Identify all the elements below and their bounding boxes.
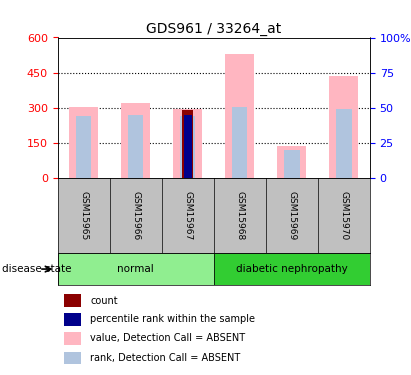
Bar (284, 150, 300, 178)
Text: GSM15967: GSM15967 (183, 191, 192, 240)
Text: GSM15966: GSM15966 (131, 191, 140, 240)
Bar (69, 106, 98, 178)
Title: GDS961 / 33264_at: GDS961 / 33264_at (146, 22, 282, 36)
Text: value, Detection Call = ABSENT: value, Detection Call = ABSENT (90, 333, 245, 344)
Bar (232, 106, 247, 178)
Text: disease state: disease state (2, 264, 72, 274)
Bar (64, 294, 81, 307)
Bar (180, 116, 196, 178)
Text: GSM15968: GSM15968 (235, 191, 244, 240)
Text: GSM15965: GSM15965 (79, 191, 88, 240)
Bar (214, 253, 370, 285)
Bar (64, 333, 81, 345)
Text: rank, Detection Call = ABSENT: rank, Detection Call = ABSENT (90, 353, 240, 363)
Bar (225, 54, 254, 178)
Text: percentile rank within the sample: percentile rank within the sample (90, 315, 255, 324)
Bar (329, 76, 358, 178)
Bar (76, 116, 91, 178)
Bar (128, 115, 143, 178)
Bar (184, 116, 192, 178)
Bar (58, 253, 214, 285)
Bar (277, 147, 306, 178)
Bar (64, 314, 81, 326)
Bar (336, 109, 352, 178)
Bar (182, 110, 193, 178)
Bar (121, 103, 150, 178)
Bar (64, 352, 81, 364)
Text: diabetic nephropathy: diabetic nephropathy (236, 264, 348, 274)
Text: count: count (90, 296, 118, 306)
Text: GSM15970: GSM15970 (339, 191, 349, 240)
Text: normal: normal (117, 264, 154, 274)
Text: GSM15969: GSM15969 (287, 191, 296, 240)
Bar (173, 110, 202, 178)
